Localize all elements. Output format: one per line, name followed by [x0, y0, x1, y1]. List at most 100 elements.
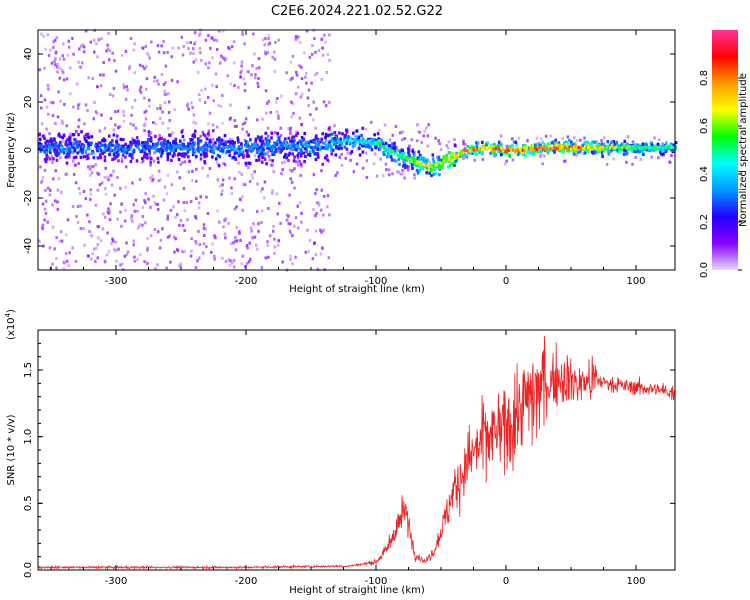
speckle-mark: [192, 113, 196, 117]
ridge-mark: [641, 146, 644, 150]
speckle-mark: [72, 141, 75, 145]
speckle-mark: [195, 167, 198, 171]
spectrum-mark: [279, 150, 282, 154]
spectrum-mark: [86, 154, 89, 158]
speckle-mark: [96, 188, 100, 192]
speckle-mark: [243, 121, 247, 125]
spectrum-mark: [518, 151, 521, 155]
speckle-mark: [53, 63, 57, 67]
ridge-mark: [304, 140, 307, 144]
speckle-mark: [230, 186, 233, 190]
ridge-mark: [123, 147, 126, 151]
spectrum-mark: [305, 147, 308, 151]
speckle-mark: [181, 53, 185, 57]
speckle-mark: [286, 143, 290, 147]
speckle-mark: [189, 41, 193, 45]
spectrum-mark: [100, 143, 103, 147]
speckle-mark: [149, 131, 153, 135]
speckle-mark: [625, 160, 628, 164]
spectrum-mark: [240, 152, 244, 156]
spectrum-mark: [284, 137, 287, 141]
spectrum-mark: [522, 144, 525, 148]
ridge-mark: [668, 145, 671, 149]
speckle-mark: [259, 154, 262, 158]
speckle-mark: [120, 202, 123, 206]
speckle-mark: [242, 183, 245, 187]
speckle-mark: [266, 51, 269, 55]
speckle-mark: [317, 203, 321, 207]
speckle-mark: [176, 170, 179, 174]
speckle-mark: [92, 38, 96, 42]
spectrum-mark: [426, 158, 429, 162]
spectrum-mark: [428, 171, 431, 175]
spectrum-mark: [216, 153, 220, 158]
speckle-mark: [323, 33, 326, 37]
spectrum-mark: [157, 160, 160, 164]
spectrum-mark: [316, 147, 319, 151]
spectrum-mark: [73, 149, 76, 153]
spectrum-mark: [75, 129, 78, 134]
speckle-mark: [241, 33, 244, 37]
spectrum-mark: [145, 152, 149, 157]
spectrum-mark: [45, 157, 49, 161]
spectrum-mark: [47, 145, 51, 150]
spectrum-mark: [130, 143, 133, 147]
speckle-mark: [63, 102, 66, 106]
spectrum-mark: [418, 169, 421, 173]
speckle-mark: [45, 105, 49, 109]
ridge-mark: [348, 140, 351, 144]
ridge-mark: [470, 149, 473, 153]
speckle-mark: [186, 102, 189, 106]
spectrum-mark: [349, 136, 352, 140]
spectrum-mark: [585, 140, 589, 144]
spectrum-mark: [343, 134, 347, 138]
ridge-mark: [623, 145, 626, 149]
speckle-mark: [410, 138, 414, 142]
ridge-mark: [78, 150, 81, 154]
speckle-mark: [285, 218, 288, 222]
speckle-mark: [60, 119, 64, 123]
speckle-mark: [71, 159, 75, 163]
ridge-mark: [616, 146, 619, 150]
speckle-mark: [194, 216, 198, 220]
speckle-mark: [605, 162, 609, 166]
speckle-mark: [183, 209, 187, 213]
spectrum-mark: [244, 140, 248, 144]
spectrum-mark: [618, 148, 622, 152]
spectrum-mark: [160, 151, 164, 155]
spectrogram-marks: [38, 28, 678, 272]
spectrum-mark: [179, 147, 183, 151]
speckle-mark: [111, 94, 115, 98]
speckle-mark: [154, 202, 158, 206]
spectrum-mark: [249, 138, 252, 142]
speckle-mark: [105, 176, 109, 180]
speckle-mark: [143, 260, 146, 264]
speckle-mark: [492, 152, 495, 156]
spectrum-mark: [590, 150, 594, 154]
spectrum-mark: [393, 146, 396, 151]
spectrum-mark: [510, 144, 514, 148]
spectrum-mark: [617, 150, 621, 154]
ridge-mark: [646, 145, 649, 149]
spectrum-mark: [554, 142, 557, 146]
speckle-mark: [52, 45, 55, 49]
speckle-mark: [311, 44, 314, 48]
speckle-mark: [168, 234, 171, 238]
spectrum-mark: [508, 145, 511, 149]
colorbar-tick-label: 0.2: [699, 214, 710, 230]
ridge-mark: [445, 158, 448, 162]
speckle-mark: [232, 40, 236, 44]
spectrum-mark: [660, 149, 664, 153]
speckle-mark: [573, 136, 576, 140]
ridge-mark: [197, 149, 200, 153]
speckle-mark: [325, 70, 329, 74]
spectrum-mark: [266, 145, 270, 149]
speckle-mark: [277, 116, 280, 120]
speckle-mark: [273, 70, 276, 74]
speckle-mark: [163, 92, 167, 96]
speckle-mark: [517, 136, 521, 140]
spectrum-mark: [383, 149, 387, 153]
speckle-mark: [255, 247, 259, 251]
spectrum-mark: [597, 143, 601, 147]
ridge-mark: [165, 145, 169, 149]
